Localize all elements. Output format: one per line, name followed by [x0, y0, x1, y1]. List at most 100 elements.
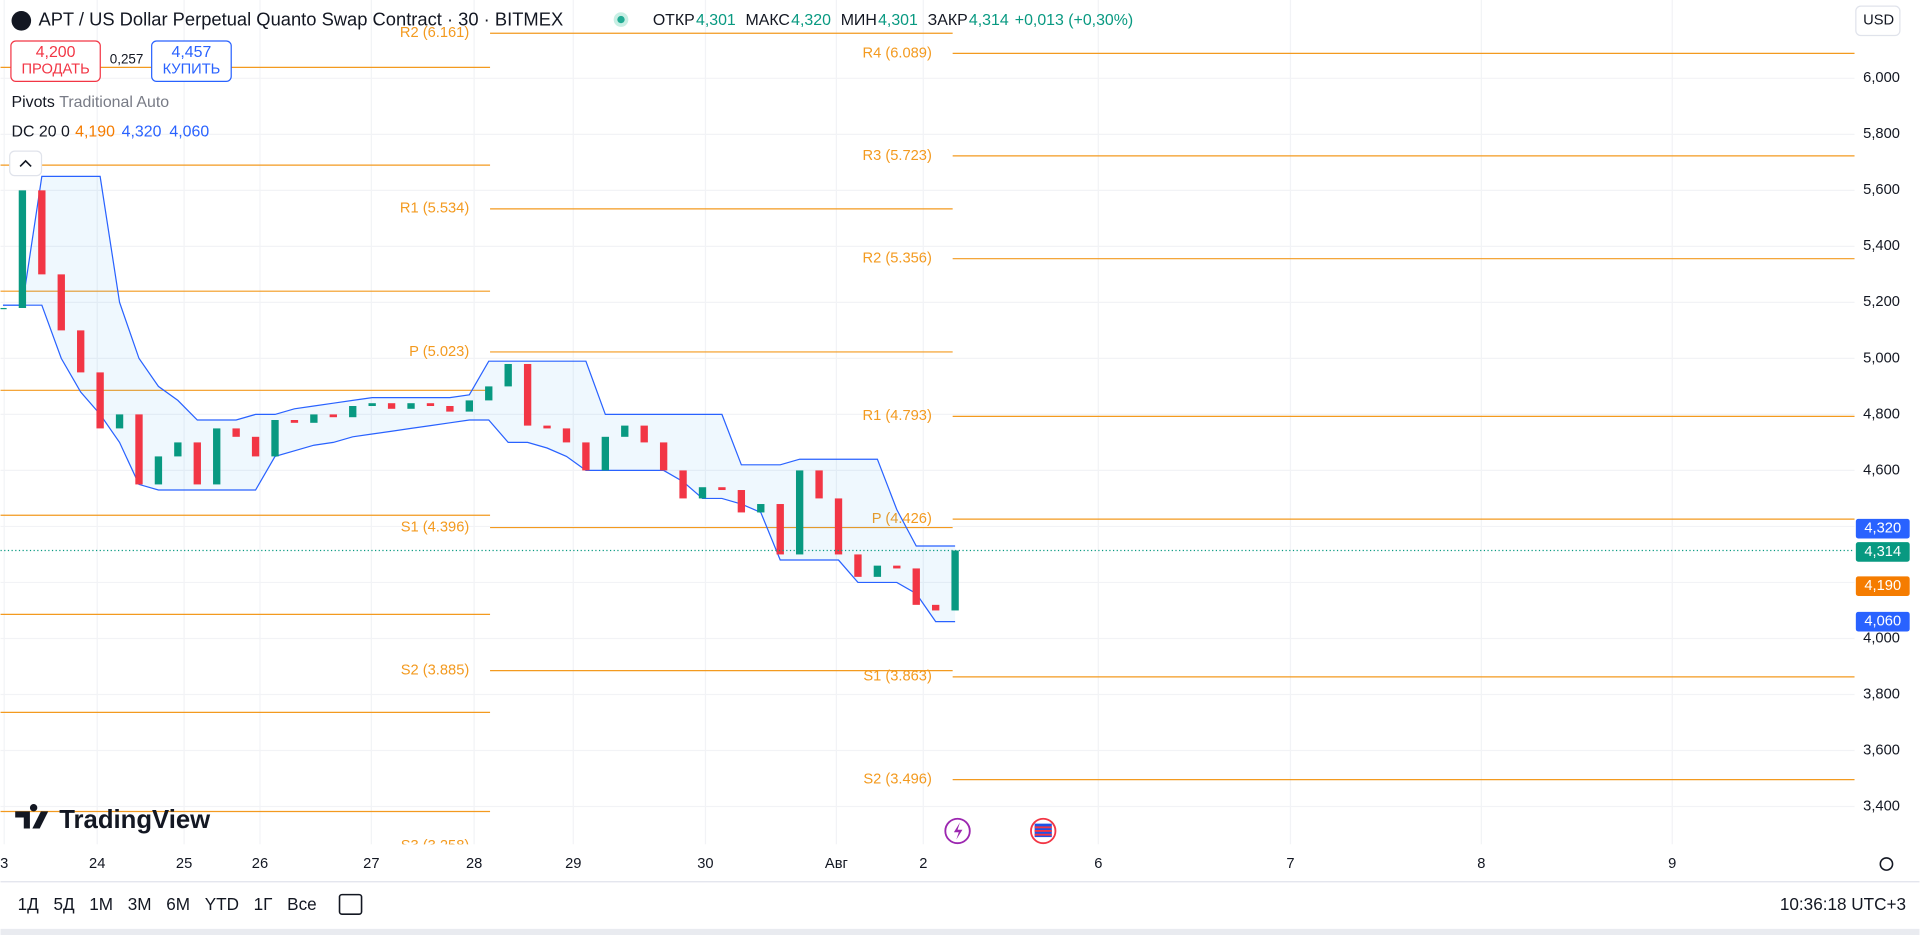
- dc-value: 4,060: [169, 123, 209, 140]
- candle: [932, 604, 940, 611]
- logo-icon: [15, 804, 49, 829]
- plot: R2 (6.161) R1 (5.534) P (5.023) S1 (4.396) S…: [0, 0, 1855, 854]
- pivot-label: S3 (3.258): [401, 838, 470, 854]
- price-tag-label: 4,320: [1864, 521, 1901, 537]
- y-tick-label: 4,000: [1863, 630, 1900, 646]
- candle: [718, 487, 726, 491]
- candle: [465, 400, 473, 412]
- ohlc: ОТКР 4,301 МАКС 4,320 МИН 4,301 ЗАКР 4,314 +0,01…: [653, 12, 1133, 29]
- collapse-button[interactable]: [9, 150, 43, 177]
- candle: [0, 307, 7, 310]
- ohlc-value: 4,314: [969, 12, 1009, 29]
- y-tick-label: 4,600: [1863, 462, 1900, 478]
- range-button[interactable]: 3М: [128, 894, 152, 914]
- candle: [57, 274, 65, 331]
- dc-name[interactable]: DC 20 0: [12, 123, 70, 140]
- pivot-label: S1 (4.396): [401, 519, 470, 535]
- buy-button[interactable]: [151, 40, 232, 82]
- candle: [912, 568, 920, 605]
- symbol-icon: [11, 11, 32, 31]
- pivot-label: R1 (4.793): [863, 408, 932, 424]
- sell-label[interactable]: ПРОДАТЬ: [21, 62, 89, 78]
- channel-fill: [2, 176, 956, 622]
- candle: [621, 425, 629, 437]
- candle: [426, 403, 435, 407]
- pivot-label: P (5.023): [409, 344, 469, 360]
- range-button[interactable]: 1Г: [254, 894, 273, 914]
- flag-stripes: [1034, 826, 1052, 836]
- x-tick-label: 29: [565, 856, 581, 872]
- x-tick-label: 3: [0, 856, 8, 872]
- pivots-name[interactable]: Pivots: [12, 94, 55, 111]
- pivot-label: R3 (5.723): [863, 148, 932, 164]
- y-tick-label: 3,400: [1863, 798, 1900, 814]
- pivots-params[interactable]: Traditional Auto: [59, 94, 169, 111]
- settings-icon[interactable]: [1879, 857, 1894, 871]
- channel-lower: [2, 304, 956, 623]
- candle: [407, 403, 415, 409]
- candle: [582, 442, 590, 471]
- currency[interactable]: USD: [1863, 13, 1894, 29]
- candle: [193, 442, 201, 485]
- dc-value: 4,190: [75, 123, 115, 140]
- ohlc-value: 4,320: [791, 12, 831, 29]
- y-tick-label: 5,000: [1863, 350, 1900, 366]
- channel-upper: [2, 175, 956, 547]
- y-tick-label: 6,000: [1863, 70, 1900, 86]
- candle: [213, 428, 221, 485]
- symbol[interactable]: APT / US Dollar Perpetual Quanto Swap Co…: [38, 9, 563, 30]
- candle: [96, 372, 104, 429]
- candle: [251, 436, 260, 457]
- pivot-label: S1 (3.863): [863, 669, 932, 685]
- buy-price[interactable]: 4,457: [172, 44, 212, 61]
- candle: [854, 554, 862, 577]
- status-dot-inner: [617, 15, 625, 24]
- y-tick-label: 4,800: [1863, 406, 1900, 422]
- candle: [776, 504, 784, 555]
- y-tick-label: 5,800: [1863, 126, 1900, 142]
- spread: 0,257: [110, 52, 144, 67]
- candle: [659, 442, 668, 471]
- y-tick-label: 3,800: [1863, 686, 1900, 702]
- ohlc-value: 4,301: [696, 12, 736, 29]
- candle: [387, 403, 396, 409]
- ohlc-label: МИН: [841, 12, 877, 29]
- x-tick-label: 25: [176, 856, 192, 872]
- candle: [757, 504, 765, 513]
- toolbar: 1Д 5Д 1М 3М 6М YTD 1Г Все: [18, 894, 317, 914]
- range-button[interactable]: 6М: [166, 894, 190, 914]
- price-tag-label: 4,314: [1864, 544, 1901, 560]
- candle: [38, 190, 46, 275]
- range-button[interactable]: 5Д: [53, 894, 75, 914]
- candle: [77, 330, 85, 373]
- candle: [290, 420, 299, 423]
- price-tag: [1855, 576, 1910, 597]
- date-range-icon[interactable]: [338, 893, 363, 915]
- candle: [310, 414, 318, 423]
- y-tick-label: 5,200: [1863, 294, 1900, 310]
- candle: [154, 456, 163, 485]
- range-button[interactable]: 1М: [89, 894, 113, 914]
- range-button[interactable]: 1Д: [18, 894, 40, 914]
- candle: [329, 414, 337, 418]
- range-button[interactable]: Все: [287, 894, 317, 914]
- sell-price[interactable]: 4,200: [36, 44, 76, 61]
- currency-box[interactable]: [1855, 5, 1901, 37]
- candle: [737, 490, 746, 513]
- pivot-label: R4 (6.089): [863, 45, 932, 61]
- candle: [951, 550, 959, 611]
- range-button[interactable]: YTD: [205, 894, 239, 914]
- buy-label[interactable]: КУПИТЬ: [163, 62, 221, 78]
- x-tick-label: 2: [919, 856, 927, 872]
- candle: [174, 442, 182, 457]
- candle: [640, 425, 648, 443]
- candle: [679, 470, 687, 499]
- candle: [485, 386, 493, 401]
- pivot-label: S2 (3.496): [863, 771, 932, 787]
- ohlc-value: 4,301: [878, 12, 918, 29]
- price-tag-label: 4,190: [1864, 578, 1901, 594]
- candle: [795, 470, 804, 555]
- candle: [523, 363, 532, 426]
- sell-button[interactable]: [10, 40, 101, 82]
